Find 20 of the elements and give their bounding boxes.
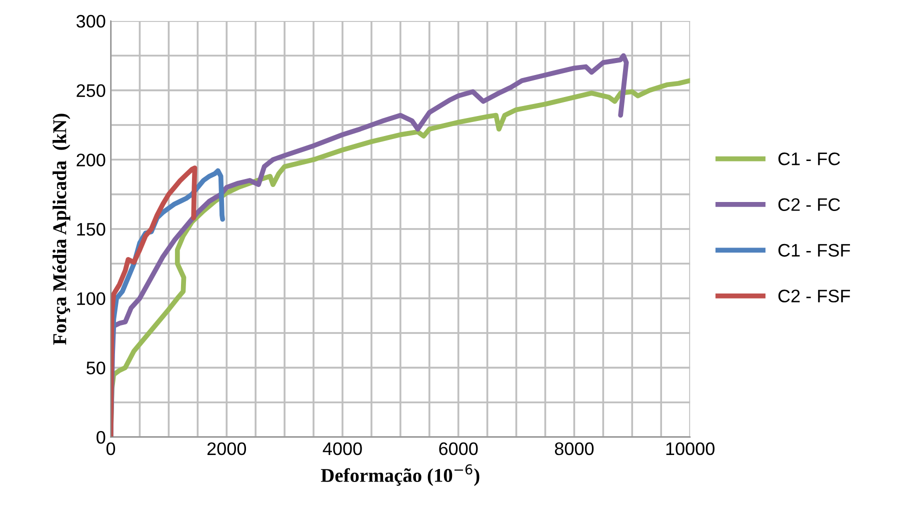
x-tick-label: 8000 [554,442,594,456]
line-series [110,166,198,438]
x-tick-label: 4000 [322,442,362,456]
y-tick-label: 100 [77,292,106,306]
y-axis-title: Força Média Aplicada (kN) [52,114,70,345]
y-tick-label: 0 [96,430,106,444]
y-tick-label: 150 [77,222,106,236]
x-tick-label: 2000 [207,442,246,456]
x-tick-label: 6000 [439,442,478,456]
legend-label: C2 - FC [778,198,840,211]
y-tick-label: 250 [76,84,106,98]
y-tick-label: 300 [76,14,106,28]
x-axis-title: Deformação (10$^{−6}$) [320,464,480,486]
y-tick-label: 200 [76,154,106,166]
legend-label: C1 - FSF [778,244,850,257]
x-tick-label: 10000 [666,442,714,456]
legend-label: C1 - FC [778,152,840,166]
y-tick-label: 50 [86,362,106,374]
legend-label: C2 - FSF [778,290,850,302]
x-tick-label: 0 [106,442,116,456]
